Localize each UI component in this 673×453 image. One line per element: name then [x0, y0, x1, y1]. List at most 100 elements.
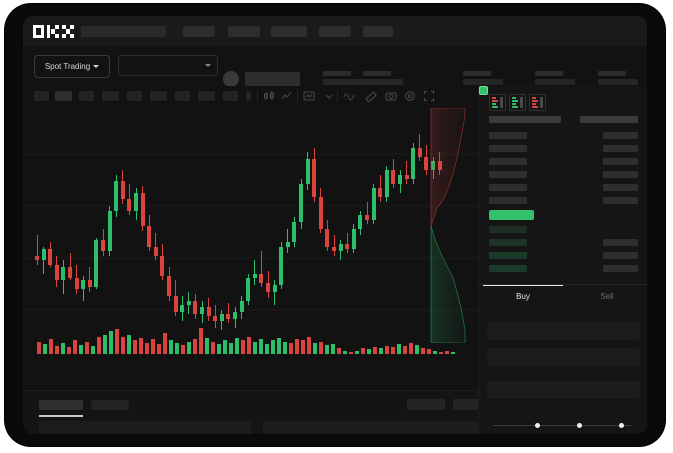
- candle-body: [404, 174, 409, 179]
- orderbook-header-left: [489, 116, 561, 123]
- spot-trading-selector[interactable]: Spot Trading: [34, 55, 110, 78]
- volume-bar: [163, 332, 167, 354]
- timeframe-button-7[interactable]: [175, 91, 190, 101]
- volume-bar: [241, 340, 245, 354]
- okx-logo[interactable]: [33, 25, 74, 38]
- header-stat-2-value: [363, 79, 403, 85]
- candle-body: [325, 228, 330, 247]
- orderbook-ask-row[interactable]: [489, 197, 527, 204]
- bottom-tab-open-orders[interactable]: [39, 400, 83, 410]
- timeframe-button-10[interactable]: [246, 91, 251, 101]
- timeframe-button-5[interactable]: [127, 91, 142, 101]
- orderbook-mode-asks[interactable]: [529, 94, 546, 111]
- bottom-action-2[interactable]: [453, 399, 491, 410]
- line-chart-icon[interactable]: [281, 90, 293, 102]
- volume-bar: [145, 342, 149, 354]
- orderbook-mode-both[interactable]: [489, 94, 506, 111]
- tab-buy[interactable]: Buy: [516, 292, 530, 301]
- orderbook-ask-row[interactable]: [489, 171, 527, 178]
- orderbook-header-right: [580, 116, 638, 123]
- timeframe-button-1[interactable]: [34, 91, 49, 101]
- amount-slider-step-2[interactable]: [535, 423, 540, 428]
- candle-wick: [333, 235, 335, 256]
- volume-bar: [199, 328, 203, 354]
- timeframe-button-6[interactable]: [150, 91, 167, 101]
- avatar[interactable]: [223, 71, 239, 87]
- candlestick-chart-icon[interactable]: [263, 90, 275, 102]
- candle-body: [74, 278, 79, 290]
- candle-body: [186, 300, 191, 305]
- timeframe-button-9[interactable]: [223, 91, 238, 101]
- candle-body: [206, 307, 211, 317]
- global-search-input[interactable]: [81, 26, 166, 37]
- candle-wick: [36, 235, 38, 265]
- orderbook-mode-bids[interactable]: [509, 94, 526, 111]
- volume-bar: [421, 348, 425, 354]
- settings-gear-icon[interactable]: [404, 90, 416, 102]
- orderbook-ask-row[interactable]: [489, 132, 527, 139]
- volume-bar: [385, 346, 389, 354]
- volume-bar: [367, 349, 371, 354]
- volume-bar: [307, 337, 311, 354]
- bottom-action-1[interactable]: [407, 399, 445, 410]
- volume-bar: [127, 334, 131, 354]
- volume-bar: [295, 339, 299, 354]
- price-field[interactable]: [487, 322, 640, 340]
- bottom-tab-order-history[interactable]: [91, 400, 129, 410]
- amount-slider-track[interactable]: [493, 425, 631, 426]
- volume-bar: [169, 340, 173, 354]
- candle-body: [398, 174, 402, 184]
- timeframe-button-3[interactable]: [79, 91, 94, 101]
- timeframe-button-8[interactable]: [198, 91, 215, 101]
- volume-bar: [229, 342, 233, 354]
- candle-wick: [406, 161, 408, 184]
- orderbook-ask-row[interactable]: [489, 145, 527, 152]
- amount-slider-step-4[interactable]: [619, 423, 624, 428]
- order-book-panel: Buy Sell: [478, 86, 647, 434]
- timeframe-button-2[interactable]: [55, 91, 72, 101]
- candle-body: [61, 266, 66, 281]
- nav-item-5[interactable]: [363, 26, 393, 37]
- total-field[interactable]: [487, 381, 640, 399]
- ruler-icon[interactable]: [365, 90, 377, 102]
- fullscreen-icon[interactable]: [423, 90, 435, 102]
- volume-bar: [337, 348, 341, 354]
- timeframe-button-4[interactable]: [102, 91, 119, 101]
- volume-bar: [409, 342, 413, 354]
- header-stat-1-value: [323, 79, 363, 85]
- volume-bar: [319, 341, 323, 354]
- wave-icon[interactable]: [343, 90, 355, 102]
- camera-icon[interactable]: [385, 90, 397, 102]
- amount-slider-step-3[interactable]: [577, 423, 582, 428]
- tab-sell[interactable]: Sell: [600, 292, 614, 301]
- candle-body: [94, 239, 99, 287]
- volume-bar: [397, 343, 401, 354]
- nav-item-2[interactable]: [228, 26, 260, 37]
- candle-body: [272, 284, 277, 292]
- orderbook-ask-value: [603, 132, 638, 139]
- nav-item-4[interactable]: [319, 26, 351, 37]
- indicators-icon[interactable]: [303, 90, 315, 102]
- candle-body: [358, 215, 363, 229]
- orderbook-bid-row[interactable]: [489, 265, 527, 272]
- orderbook-bid-row[interactable]: [489, 239, 527, 246]
- candle-body: [54, 264, 59, 281]
- candle-body: [266, 282, 270, 292]
- candle-body: [173, 296, 178, 312]
- nav-item-3[interactable]: [271, 26, 307, 37]
- price-chart[interactable]: [23, 108, 478, 390]
- orderbook-bid-row[interactable]: [489, 252, 527, 259]
- trade-form-tabs: Buy Sell: [479, 284, 647, 311]
- amount-slider-handle[interactable]: [479, 86, 488, 95]
- orderbook-ask-row[interactable]: [489, 158, 527, 165]
- orderbook-ask-row[interactable]: [489, 184, 527, 191]
- volume-bar: [133, 340, 137, 354]
- nav-item-1[interactable]: [183, 26, 215, 37]
- candle-body: [312, 158, 317, 197]
- trading-pair-select[interactable]: [118, 55, 218, 76]
- amount-field[interactable]: [487, 348, 640, 366]
- candle-body: [292, 221, 297, 242]
- volume-bar: [331, 343, 335, 354]
- orderbook-bid-row[interactable]: [489, 226, 527, 233]
- chevron-down-icon[interactable]: [323, 90, 335, 102]
